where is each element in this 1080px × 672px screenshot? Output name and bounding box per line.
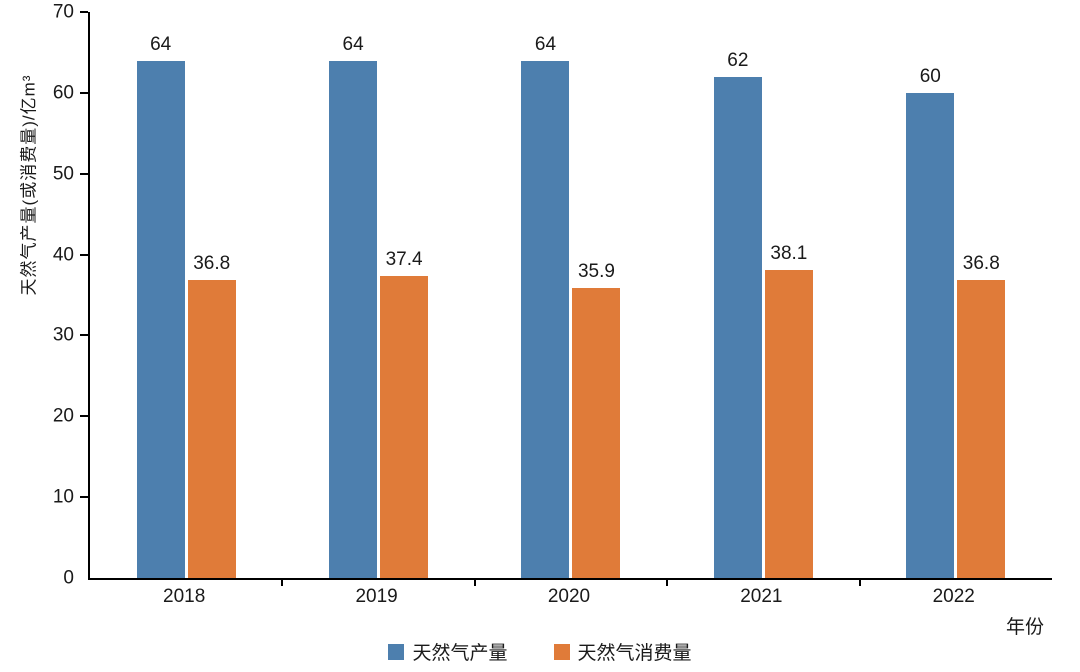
y-tick-label: 70 [52,1,74,23]
y-tick-label: 40 [52,244,74,266]
y-tick-mark [80,91,88,94]
bar-production-2020: 64 [521,34,570,578]
bar-consumption-2021: 38.1 [764,243,813,578]
x-tick-label: 2020 [547,586,591,607]
bar-value-label: 37.4 [385,248,423,270]
bar-group-2020: 64 35.9 [475,34,667,578]
legend-label: 天然气产量 [412,643,508,664]
y-tick-mark [80,11,88,13]
x-tick-label: 2021 [740,586,783,607]
bar-value-label: 64 [150,33,172,55]
bar-consumption-2019: 37.4 [380,249,429,578]
bar-production-2019: 64 [329,34,378,578]
y-tick-mark [80,496,88,499]
bar-value-label: 36.8 [962,253,1000,275]
bar-value-label: 38.1 [770,242,808,264]
legend-label: 天然气消费量 [577,643,692,664]
x-tick-label: 2019 [355,586,398,607]
x-tick-label: 2018 [163,586,206,607]
bar-value-label: 35.9 [577,260,615,282]
bar-consumption-2018: 36.8 [187,253,236,578]
bar-consumption-2020: 35.9 [572,261,621,578]
y-tick-label: 60 [52,82,74,104]
bar-value-label: 36.8 [193,253,231,275]
y-tick-label: 0 [63,567,74,589]
legend-swatch-production [388,643,405,660]
bar-value-label: 62 [727,49,749,71]
x-tick-mark [473,578,476,586]
plot-area: 64 36.8 64 37.4 64 35.9 62 38.1 60 36.8 [80,11,1052,586]
y-tick-mark [80,415,88,418]
bar-production-2021: 62 [713,50,762,578]
y-axis-ticks: 0 10 20 30 40 50 60 70 [28,3,80,588]
bar-production-2018: 64 [136,34,185,578]
legend-swatch-consumption [553,643,570,660]
y-tick-mark [80,334,88,337]
bar-value-label: 64 [342,33,364,55]
x-tick-label: 2022 [932,586,975,607]
x-tick-mark [858,578,861,586]
x-tick-mark [666,578,669,586]
y-tick-label: 20 [52,405,74,427]
bar-group-2021: 62 38.1 [667,50,859,578]
bar-production-2022: 60 [906,66,955,578]
bar-group-2022: 60 36.8 [860,66,1052,578]
bar-group-2018: 64 36.8 [90,34,282,578]
x-axis-labels: 2018 2019 2020 2021 2022 [88,586,1050,608]
x-tick-mark [281,578,284,586]
bar-value-label: 64 [534,33,557,55]
bar-value-label: 60 [919,65,941,87]
y-tick-label: 50 [52,163,74,185]
y-tick-mark [80,253,88,256]
bar-consumption-2022: 36.8 [957,253,1006,578]
legend-item-production: 天然气产量 [388,638,508,665]
y-tick-label: 10 [52,486,74,508]
x-axis-title: 年份 [1005,617,1044,638]
y-tick-label: 30 [52,324,74,346]
bar-group-2019: 64 37.4 [282,34,474,578]
y-tick-mark [80,172,88,175]
legend-item-consumption: 天然气消费量 [553,638,692,665]
legend: 天然气产量 天然气消费量 [0,638,1080,665]
